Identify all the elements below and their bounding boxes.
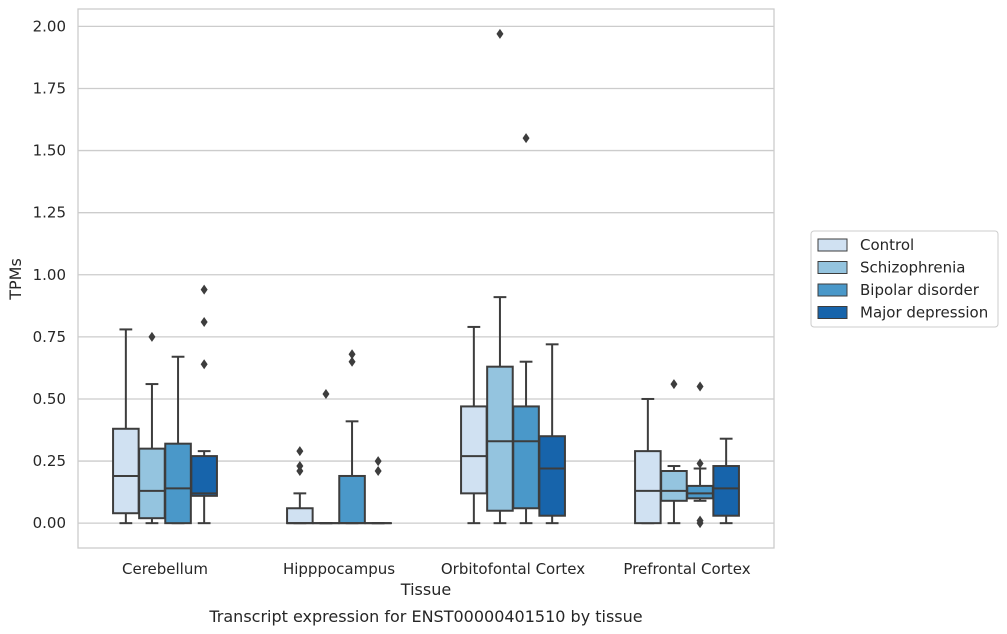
outlier-point <box>374 466 382 476</box>
box-4-4 <box>712 437 740 525</box>
y-tick-label: 1.25 <box>33 204 66 222</box>
outlier-point <box>696 515 704 526</box>
box-2-4 <box>660 379 688 525</box>
y-tick-label: 1.00 <box>33 266 66 284</box>
y-tick-label: 0.25 <box>33 452 66 470</box>
box-1-4 <box>634 397 662 525</box>
plot-frame <box>77 8 775 549</box>
box-1-2 <box>286 446 314 525</box>
outlier-point <box>200 316 208 327</box>
outlier-point <box>348 356 356 367</box>
legend-swatch <box>817 238 848 252</box>
box-body <box>460 405 488 495</box>
outlier-point <box>696 381 704 392</box>
legend: Control Schizophrenia Bipolar disorder Majo… <box>810 230 999 328</box>
legend-label: Control <box>860 236 914 254</box>
x-tick-labels: Cerebellum Hipppocampus Orbitofontal Corte… <box>122 560 751 578</box>
outlier-point <box>374 456 382 467</box>
box-plot-boxes <box>112 28 740 529</box>
outlier-point <box>696 458 704 469</box>
x-tick-label: Prefrontal Cortex <box>623 560 750 578</box>
box-body <box>112 427 140 515</box>
box-body <box>512 405 540 510</box>
outlier-point <box>496 28 504 39</box>
legend-label: Major depression <box>860 304 988 322</box>
box-body <box>164 442 192 525</box>
box-body <box>538 435 566 517</box>
box-body <box>286 507 314 525</box>
outlier-point <box>348 349 356 360</box>
y-tick-label: 0.00 <box>33 514 66 532</box>
box-4-2 <box>364 456 392 525</box>
outlier-point <box>670 379 678 390</box>
outlier-point <box>296 446 304 457</box>
chart-title: Transcript expression for ENST0000040151… <box>208 607 642 626</box>
box-body <box>486 365 514 512</box>
outlier-point <box>148 331 156 342</box>
grid-lines <box>78 25 774 524</box>
legend-swatch <box>817 283 848 297</box>
box-2-1 <box>138 331 166 525</box>
x-tick-label: Cerebellum <box>122 560 208 578</box>
y-tick-label: 0.75 <box>33 328 66 346</box>
y-axis-title: TPMs <box>6 258 25 301</box>
box-body <box>634 450 662 525</box>
outlier-point <box>200 359 208 370</box>
y-tick-labels: 0.00 0.25 0.50 0.75 1.00 1.25 1.50 1.75 2.00 <box>33 17 66 532</box>
y-tick-label: 2.00 <box>33 17 66 35</box>
box-body <box>686 484 714 500</box>
legend-swatch <box>817 306 848 319</box>
x-tick-label: Hipppocampus <box>283 560 395 578</box>
x-axis-title: Tissue <box>400 580 451 599</box>
outlier-point <box>322 389 330 399</box>
box-1-1 <box>112 328 140 525</box>
box-4-3 <box>538 343 566 525</box>
legend-swatch <box>817 261 848 274</box>
x-tick-label: Orbitofontal Cortex <box>441 560 585 578</box>
box-body <box>190 455 218 497</box>
box-body <box>660 470 688 502</box>
box-4-1 <box>190 284 218 525</box>
box-body <box>138 447 166 520</box>
outlier-point <box>522 133 530 144</box>
box-3-2 <box>338 349 366 525</box>
box-3-3 <box>512 133 540 525</box>
outlier-point <box>200 284 208 295</box>
y-tick-label: 1.75 <box>33 79 66 97</box>
legend-label: Schizophrenia <box>860 259 965 277</box>
legend-frame <box>810 230 999 328</box>
y-tick-label: 1.50 <box>33 142 66 160</box>
outlier-point <box>296 461 304 472</box>
box-body <box>338 474 366 525</box>
box-body <box>712 465 740 517</box>
box-2-3 <box>486 28 514 525</box>
y-tick-label: 0.50 <box>33 390 66 408</box>
legend-label: Bipolar disorder <box>860 281 980 299</box>
